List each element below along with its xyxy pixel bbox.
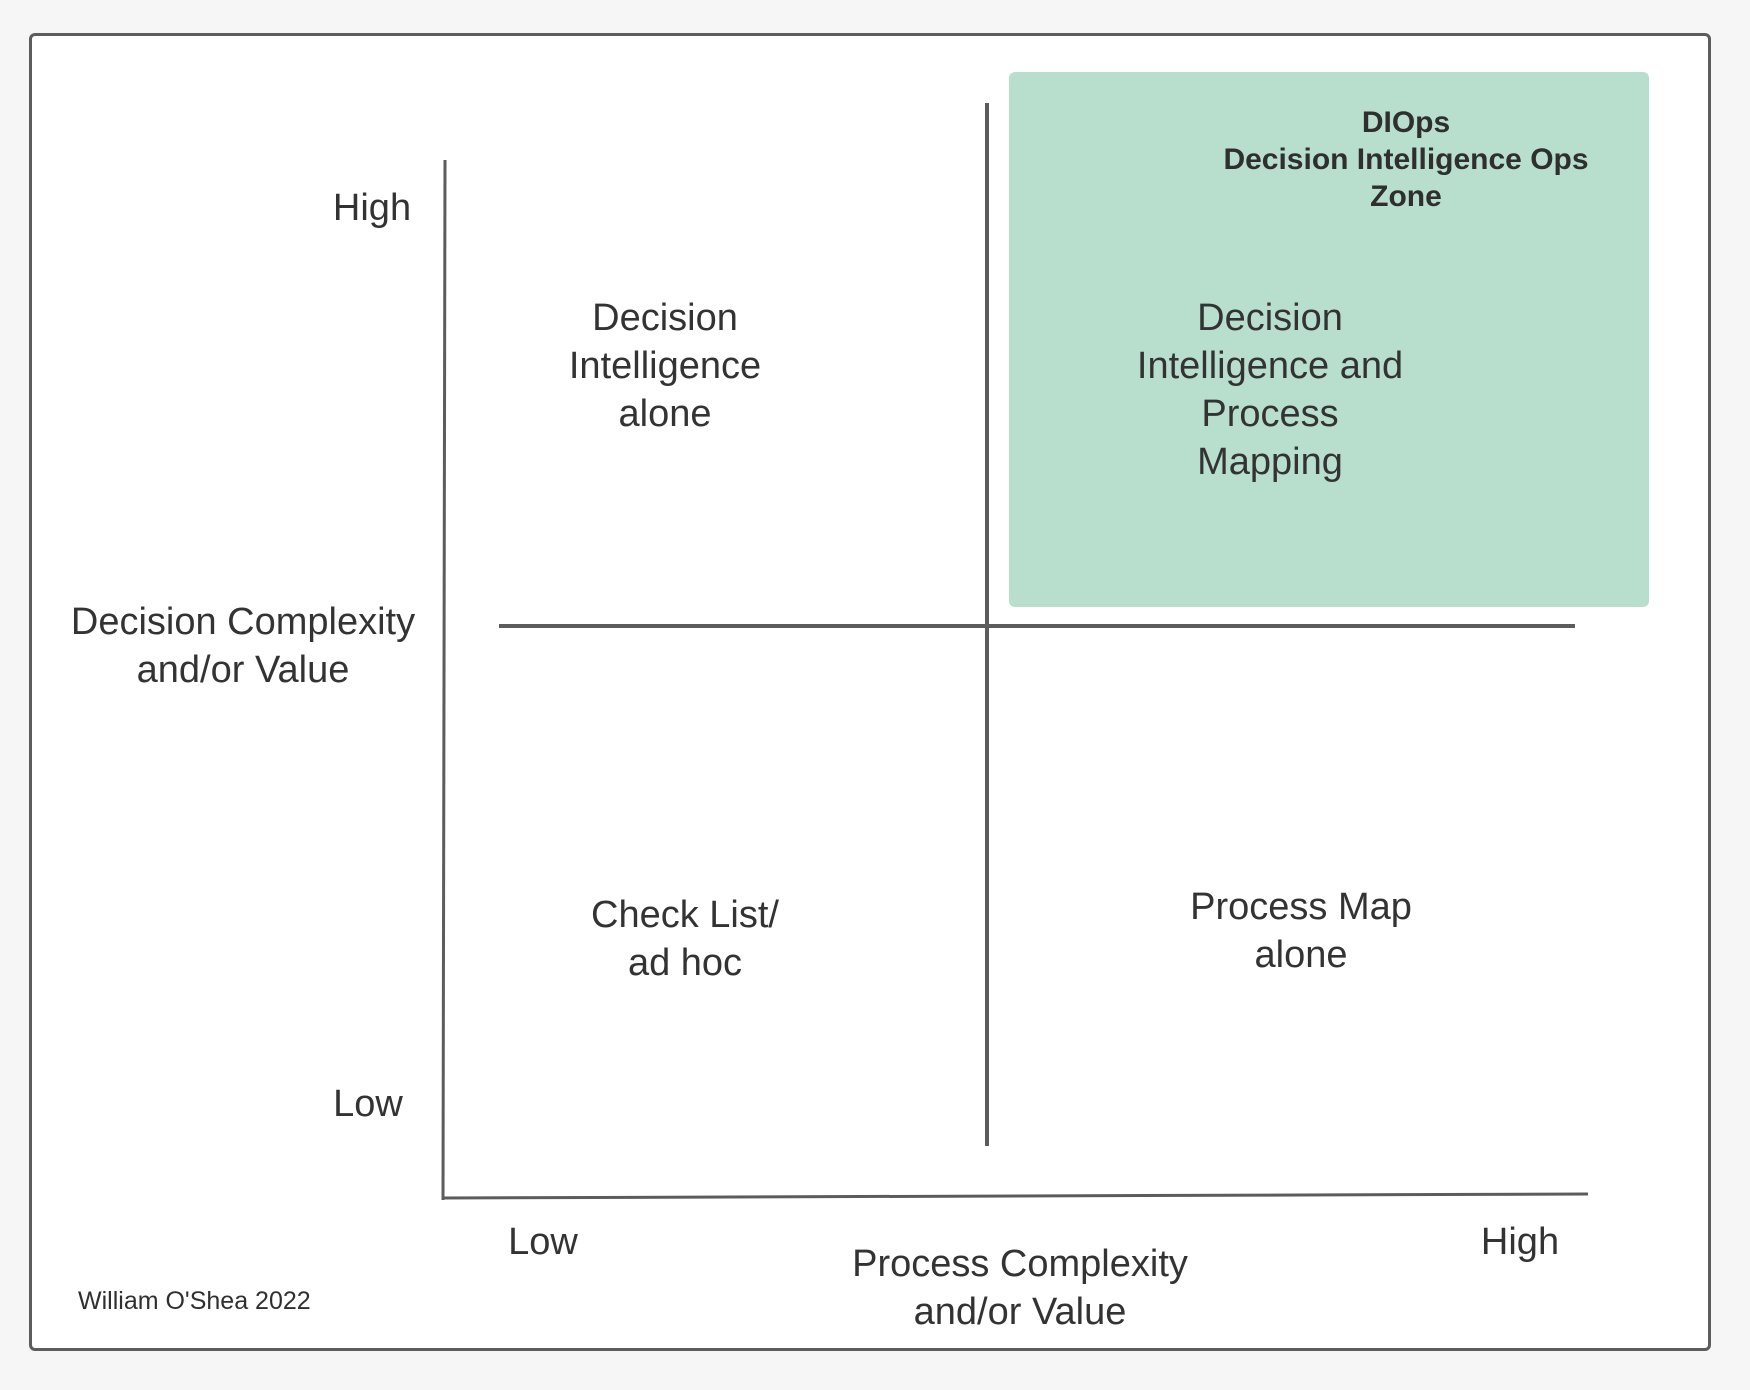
- x-axis-high-label: High: [1480, 1221, 1560, 1263]
- quadrant-bottom-left-label: Check List/ ad hoc: [591, 894, 779, 984]
- y-axis-low-label: Low: [333, 1083, 403, 1125]
- x-axis-low-label: Low: [508, 1221, 578, 1263]
- quadrant-bottom-right-label: Process Map alone: [1190, 886, 1412, 976]
- x-axis-line: [441, 1192, 1589, 1200]
- y-axis-title: Decision Complexity and/or Value: [70, 601, 416, 691]
- diops-zone-title: DIOps Decision Intelligence Ops Zone: [1223, 106, 1589, 213]
- y-axis-high-label: High: [332, 187, 412, 229]
- diops-zone-highlight: [1009, 72, 1649, 607]
- quadrant-top-right-label: Decision Intelligence and Process Mappin…: [1136, 297, 1404, 483]
- y-axis-line: [441, 159, 447, 1201]
- x-axis-title: Process Complexity and/or Value: [852, 1243, 1188, 1333]
- quadrant-top-left-label: Decision Intelligence alone: [568, 297, 762, 435]
- author-credit: William O'Shea 2022: [78, 1287, 311, 1315]
